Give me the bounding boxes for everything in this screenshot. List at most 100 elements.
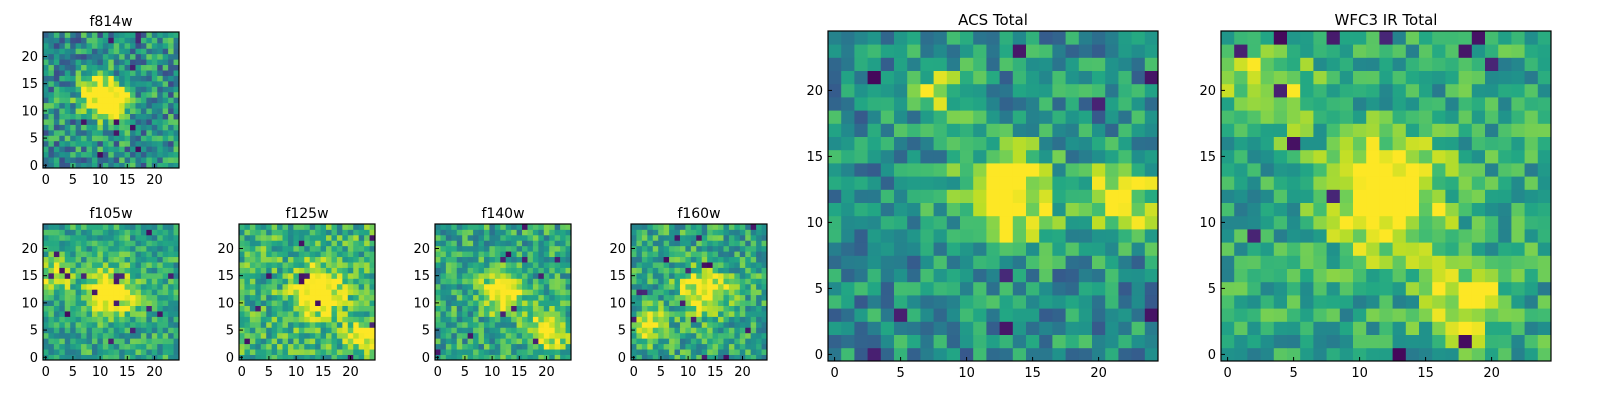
heatmap-cell [140,97,147,104]
heatmap-cell [960,215,974,230]
heatmap-cell [828,281,842,296]
heatmap-cell [293,278,300,285]
heatmap-cell [91,349,98,355]
heatmap-cell [641,262,648,268]
heatmap-cell [70,129,77,136]
heatmap-cell [81,80,87,87]
heatmap-cell [1392,97,1407,111]
heatmap-cell [1537,176,1552,190]
heatmap-cell [456,338,463,345]
heatmap-cell [745,305,752,312]
heatmap-cell [108,75,115,82]
heatmap-cell [1092,229,1106,243]
heatmap-cell [119,343,125,350]
heatmap-cell [880,123,895,137]
heatmap-cell [151,300,158,306]
heatmap-cell [1405,123,1420,137]
heatmap-cell [1065,215,1080,230]
heatmap-cell [1118,57,1132,71]
heatmap-cell [1313,57,1327,71]
heatmap-cell [1273,242,1288,256]
heatmap-cell [119,32,125,38]
heatmap-cell [1471,123,1486,137]
heatmap-cell [756,289,762,296]
heatmap-cell [102,86,109,93]
heatmap-cell [304,262,311,268]
heatmap-cell [1471,31,1486,45]
heatmap-cell [483,332,490,339]
heatmap-cell [462,245,469,252]
heatmap-cell [59,97,66,104]
heatmap-cell [841,176,855,190]
heatmap-cell [478,321,485,328]
heatmap-cell [489,251,496,258]
heatmap-cell [723,289,730,296]
heatmap-cell [1078,229,1093,243]
heatmap-cell [1498,31,1512,45]
heatmap-cell [1498,97,1512,111]
heatmap-cell [1366,295,1380,309]
heatmap-cell [647,272,654,279]
heatmap-cell [260,321,267,328]
heatmap-cell [97,48,104,55]
heatmap-cell [500,332,507,339]
heatmap-cell [124,102,131,109]
heatmap-cell [298,283,305,290]
heatmap-cell [679,311,686,317]
heatmap-cell [516,289,523,296]
heatmap-cell [75,316,82,323]
heatmap-cell [435,305,441,312]
heatmap-cell [549,251,556,258]
heatmap-cell [1092,242,1106,256]
heatmap-cell [1339,268,1354,283]
heatmap-cell [1052,281,1066,296]
x-tick-label: 5 [69,173,77,188]
heatmap-cell [999,136,1014,151]
heatmap-cell [162,224,169,230]
heatmap-cell [1379,295,1393,309]
heatmap-cell [1366,123,1380,137]
heatmap-cell [151,80,158,87]
heatmap-cell [1419,97,1433,111]
heatmap-cell [124,48,131,55]
heatmap-cell [960,70,974,85]
heatmap-cell [64,102,71,109]
heatmap-cell [828,97,842,111]
heatmap-cell [739,305,746,312]
heatmap-cell [636,305,643,312]
heatmap-cell [1366,189,1380,203]
heatmap-cell [734,316,741,323]
heatmap-cell [739,267,746,274]
heatmap-cell [745,332,752,339]
heatmap-cell [309,229,316,236]
heatmap-cell [369,349,376,355]
heatmap-cell [108,146,115,153]
heatmap-cell [1458,215,1473,230]
heatmap-cell [1524,189,1539,203]
heatmap-cell [336,343,343,350]
heatmap-cell [560,316,566,323]
heatmap-cell [489,256,496,263]
heatmap-cell [1287,70,1301,85]
heatmap-cell [336,300,343,306]
heatmap-cell [538,338,545,345]
heatmap-cell [81,278,87,285]
heatmap-cell [641,245,648,252]
heatmap-cell [894,255,908,269]
heatmap-cell [973,268,987,283]
heatmap-cell [986,163,1000,177]
heatmap-cell [173,300,180,306]
heatmap-cell [59,75,66,82]
heatmap-cell [761,338,768,345]
heatmap-cell [151,256,158,263]
heatmap-cell [102,59,109,66]
heatmap-cell [828,163,842,177]
heatmap-cell [1471,255,1486,269]
heatmap-cell [124,151,131,158]
heatmap-cell [108,124,115,131]
heatmap-cell [440,294,447,301]
heatmap-cell [135,278,142,285]
heatmap-cell [113,294,120,301]
heatmap-cell [1221,347,1235,362]
heatmap-cell [1118,347,1132,362]
